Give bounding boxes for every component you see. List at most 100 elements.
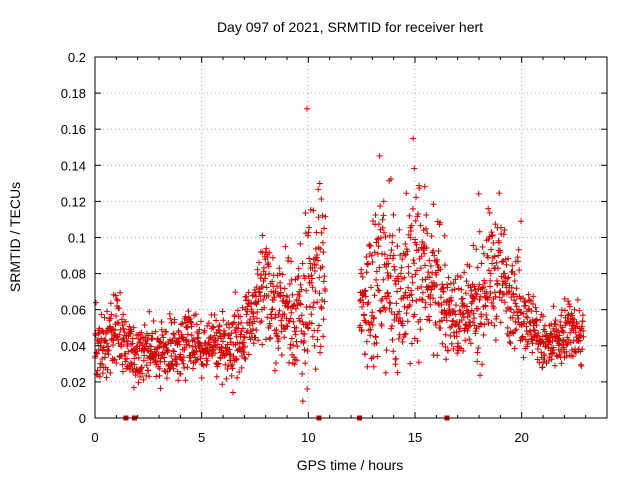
data-point [219, 381, 226, 388]
data-point [312, 288, 319, 295]
data-point [197, 353, 204, 360]
data-point [551, 349, 558, 356]
data-point [266, 335, 273, 342]
data-point [493, 259, 500, 266]
x-tick-label: 0 [91, 430, 98, 445]
data-point [203, 361, 210, 368]
data-point [148, 343, 155, 350]
data-point [407, 228, 414, 235]
data-point [316, 290, 323, 297]
data-point [120, 325, 127, 332]
data-point [217, 355, 224, 362]
data-point [388, 247, 395, 254]
data-point [503, 308, 510, 315]
data-point [288, 335, 295, 342]
data-point [477, 372, 484, 379]
data-point [319, 263, 326, 270]
data-point [254, 315, 261, 322]
data-point [569, 353, 576, 360]
data-point [118, 341, 125, 348]
data-point [574, 296, 581, 303]
data-point [111, 356, 118, 363]
data-point [536, 359, 543, 366]
data-point [435, 267, 442, 274]
data-point [322, 213, 329, 220]
data-point [209, 323, 216, 330]
data-point [477, 320, 484, 327]
data-point [276, 265, 283, 272]
data-point [181, 364, 188, 371]
data-point [480, 250, 487, 257]
data-point [213, 317, 220, 324]
data-point [451, 308, 458, 315]
data-point [397, 285, 404, 292]
data-point [362, 287, 369, 294]
data-point [388, 325, 395, 332]
data-point [513, 303, 520, 310]
data-point [498, 224, 505, 231]
data-point [421, 250, 428, 257]
data-point [103, 340, 110, 347]
data-point [423, 245, 430, 252]
data-point [229, 365, 236, 372]
data-point [305, 229, 312, 236]
data-point [497, 249, 504, 256]
data-point [110, 337, 117, 344]
y-tick-label: 0.06 [61, 303, 86, 318]
y-tick-label: 0.2 [68, 50, 86, 65]
data-point [362, 293, 369, 300]
data-point [320, 316, 327, 323]
data-point [513, 326, 520, 333]
data-point [527, 297, 534, 304]
data-point [128, 341, 135, 348]
data-point [494, 280, 501, 287]
data-point [496, 190, 503, 197]
data-point [441, 232, 448, 239]
data-point [227, 335, 234, 342]
data-point [198, 374, 205, 381]
data-point [394, 243, 401, 250]
data-point [417, 316, 424, 323]
data-point [109, 341, 116, 348]
data-point [567, 339, 574, 346]
data-point [104, 308, 111, 315]
data-point [510, 309, 517, 316]
data-point [291, 328, 298, 335]
data-point [242, 356, 249, 363]
data-point [396, 308, 403, 315]
data-point [561, 295, 568, 302]
data-point [527, 328, 534, 335]
data-point [486, 209, 493, 216]
data-point [288, 309, 295, 316]
data-point [438, 301, 445, 308]
data-point [319, 239, 326, 246]
data-point [485, 320, 492, 327]
data-point [250, 340, 257, 347]
data-point [258, 272, 265, 279]
data-point [419, 297, 426, 304]
data-point [451, 286, 458, 293]
data-point [293, 324, 300, 331]
data-point [396, 314, 403, 321]
data-point [413, 297, 420, 304]
data-point [305, 273, 312, 280]
data-point [474, 358, 481, 365]
data-point [466, 263, 473, 270]
data-point [102, 337, 109, 344]
data-point [146, 373, 153, 380]
data-point [310, 207, 317, 214]
data-point [260, 296, 267, 303]
data-point [228, 330, 235, 337]
data-point [420, 247, 427, 254]
data-point [488, 319, 495, 326]
data-point [319, 212, 326, 219]
data-point [111, 327, 118, 334]
data-point [488, 246, 495, 253]
data-point [487, 277, 494, 284]
data-point [370, 217, 377, 224]
data-point [541, 328, 548, 335]
x-axis-label: GPS time / hours [297, 457, 404, 473]
data-point [243, 311, 250, 318]
data-point [510, 290, 517, 297]
data-point [273, 332, 280, 339]
